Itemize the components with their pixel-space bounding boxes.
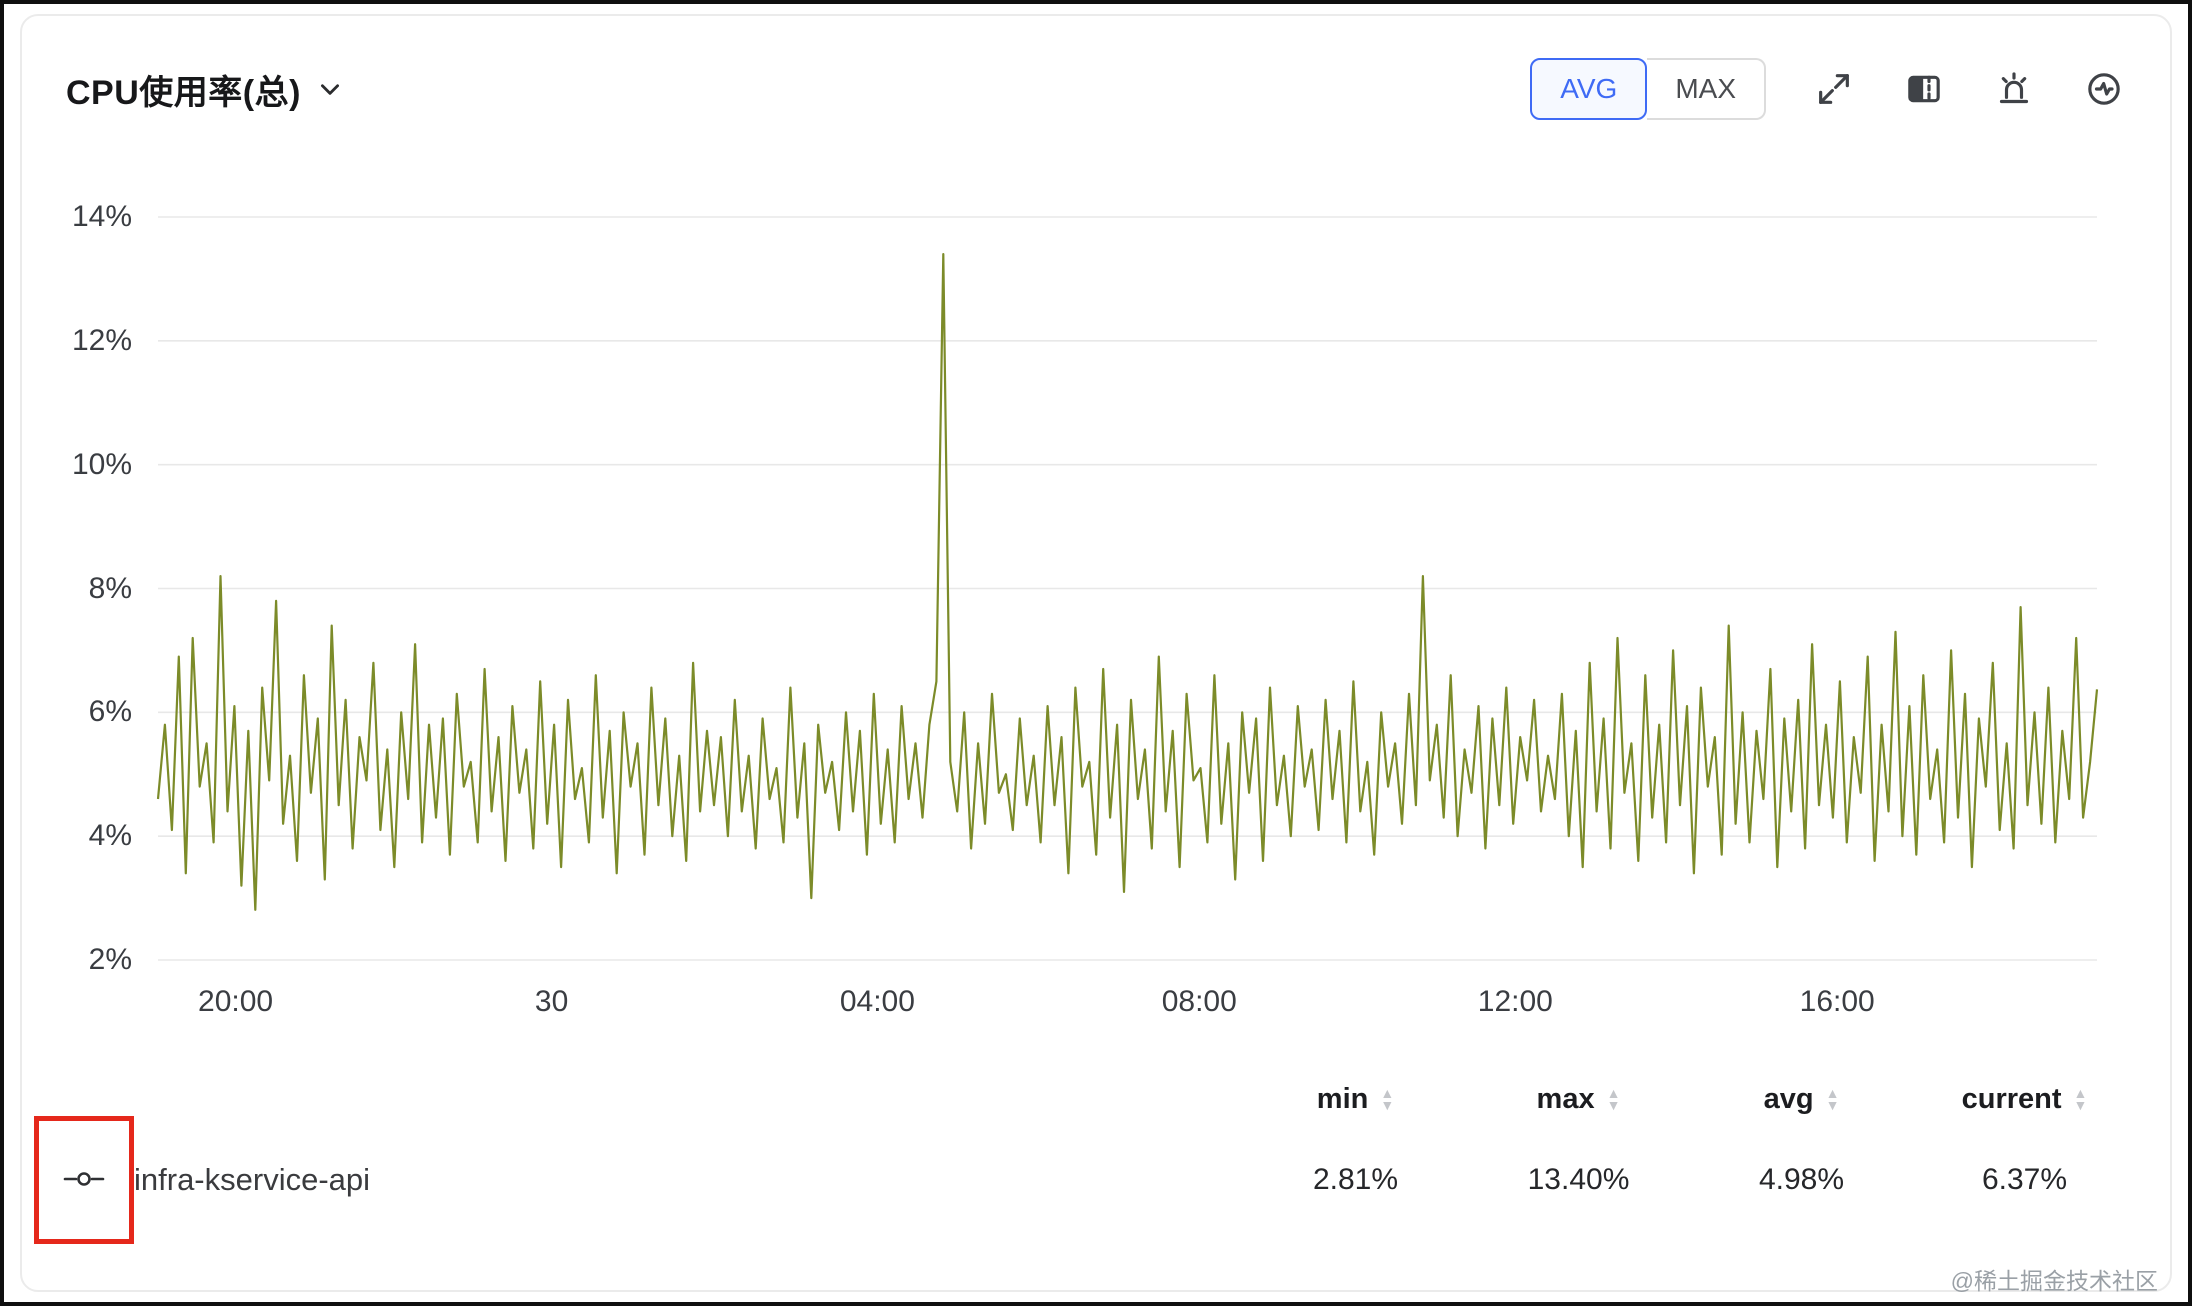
legend-header-row: min ▲ ▼ max ▲ ▼ avg ▲ ▼ current ▲ ▼ — [1244, 1072, 2136, 1126]
series-name[interactable]: infra-kservice-api — [134, 1162, 371, 1197]
x-tick-label: 12:00 — [1477, 985, 1553, 1018]
legend-header-label: max — [1536, 1082, 1595, 1115]
panel-title-dropdown[interactable]: CPU使用率(总) — [66, 65, 343, 114]
legend-value-avg: 4.98% — [1758, 1163, 1845, 1196]
x-tick-label: 04:00 — [839, 985, 915, 1018]
legend-header-label: min — [1316, 1082, 1369, 1115]
expand-icon-svg — [1819, 74, 1849, 104]
sort-desc-icon: ▼ — [1606, 1097, 1621, 1113]
legend-value-max: 13.40% — [1527, 1163, 1630, 1196]
y-tick-label: 14% — [71, 200, 132, 233]
x-tick-label: 16:00 — [1799, 985, 1875, 1018]
alarm-icon-svg — [1999, 72, 2029, 104]
legend-value-min: 2.81% — [1312, 1163, 1399, 1196]
pulse-circle-icon[interactable] — [2082, 67, 2126, 111]
panel-title: CPU使用率(总) — [66, 73, 301, 112]
sort-icon[interactable]: ▲ ▼ — [2073, 1085, 2088, 1113]
sort-icon[interactable]: ▲ ▼ — [1606, 1085, 1621, 1113]
x-tick-label: 08:00 — [1161, 985, 1237, 1018]
sort-desc-icon: ▼ — [1380, 1097, 1395, 1113]
y-tick-label: 8% — [88, 571, 132, 605]
x-tick-label: 30 — [534, 985, 569, 1018]
y-tick-label: 2% — [88, 943, 132, 976]
legend-header-label: avg — [1763, 1082, 1814, 1115]
sort-icon[interactable]: ▲ ▼ — [1825, 1085, 1840, 1113]
y-tick-label: 4% — [88, 819, 132, 853]
sort-desc-icon: ▼ — [1825, 1097, 1840, 1113]
legend-header-label: current — [1961, 1082, 2062, 1115]
legend-header-max[interactable]: max ▲ ▼ — [1467, 1072, 1690, 1126]
panel-header: CPU使用率(总) AVG MAX — [66, 54, 2126, 124]
max-button[interactable]: MAX — [1647, 58, 1766, 120]
aggregation-toggle: AVG MAX — [1530, 58, 1766, 120]
sort-asc-icon: ▲ — [1825, 1085, 1840, 1101]
expand-icon[interactable] — [1812, 67, 1856, 111]
sort-desc-icon: ▼ — [2073, 1097, 2088, 1113]
plot-area[interactable]: 2% 4% 6% 8% 10% 12% 14% 20:00 30 04:00 08:00 12:00 1… — [72, 200, 2099, 1018]
sort-asc-icon: ▲ — [1380, 1085, 1395, 1101]
pulse-circle-icon-svg — [2088, 73, 2120, 105]
y-tick-label: 10% — [71, 447, 132, 481]
x-tick-label: 20:00 — [198, 985, 274, 1018]
panel-controls: AVG MAX — [1530, 58, 2126, 120]
legend-values-row: 2.81% 13.40% 4.98% 6.37% — [1244, 1150, 2136, 1210]
legend-header-min[interactable]: min ▲ ▼ — [1244, 1072, 1467, 1126]
sort-asc-icon: ▲ — [1606, 1085, 1621, 1101]
y-tick-label: 12% — [71, 323, 132, 357]
avg-button[interactable]: AVG — [1530, 58, 1648, 120]
sort-icon[interactable]: ▲ ▼ — [1380, 1085, 1395, 1113]
alarm-icon[interactable] — [1992, 67, 2036, 111]
watermark: @稀土掘金技术社区 — [1950, 1268, 2158, 1294]
legend-panel-icon[interactable] — [1902, 67, 1946, 111]
chart-svg — [156, 216, 2099, 961]
legend-series-row: infra-kservice-api — [60, 1150, 370, 1210]
chevron-down-icon — [320, 84, 339, 95]
legend-panel-icon-svg — [1908, 75, 1940, 103]
legend-header-current[interactable]: current ▲ ▼ — [1913, 1072, 2136, 1126]
legend-value-current: 6.37% — [1981, 1163, 2068, 1196]
y-tick-label: 6% — [88, 695, 132, 729]
series-line-icon — [63, 1171, 105, 1186]
sort-asc-icon: ▲ — [2073, 1085, 2088, 1101]
legend-header-avg[interactable]: avg ▲ ▼ — [1690, 1072, 1913, 1126]
series-toggle-icon[interactable] — [60, 1162, 108, 1198]
